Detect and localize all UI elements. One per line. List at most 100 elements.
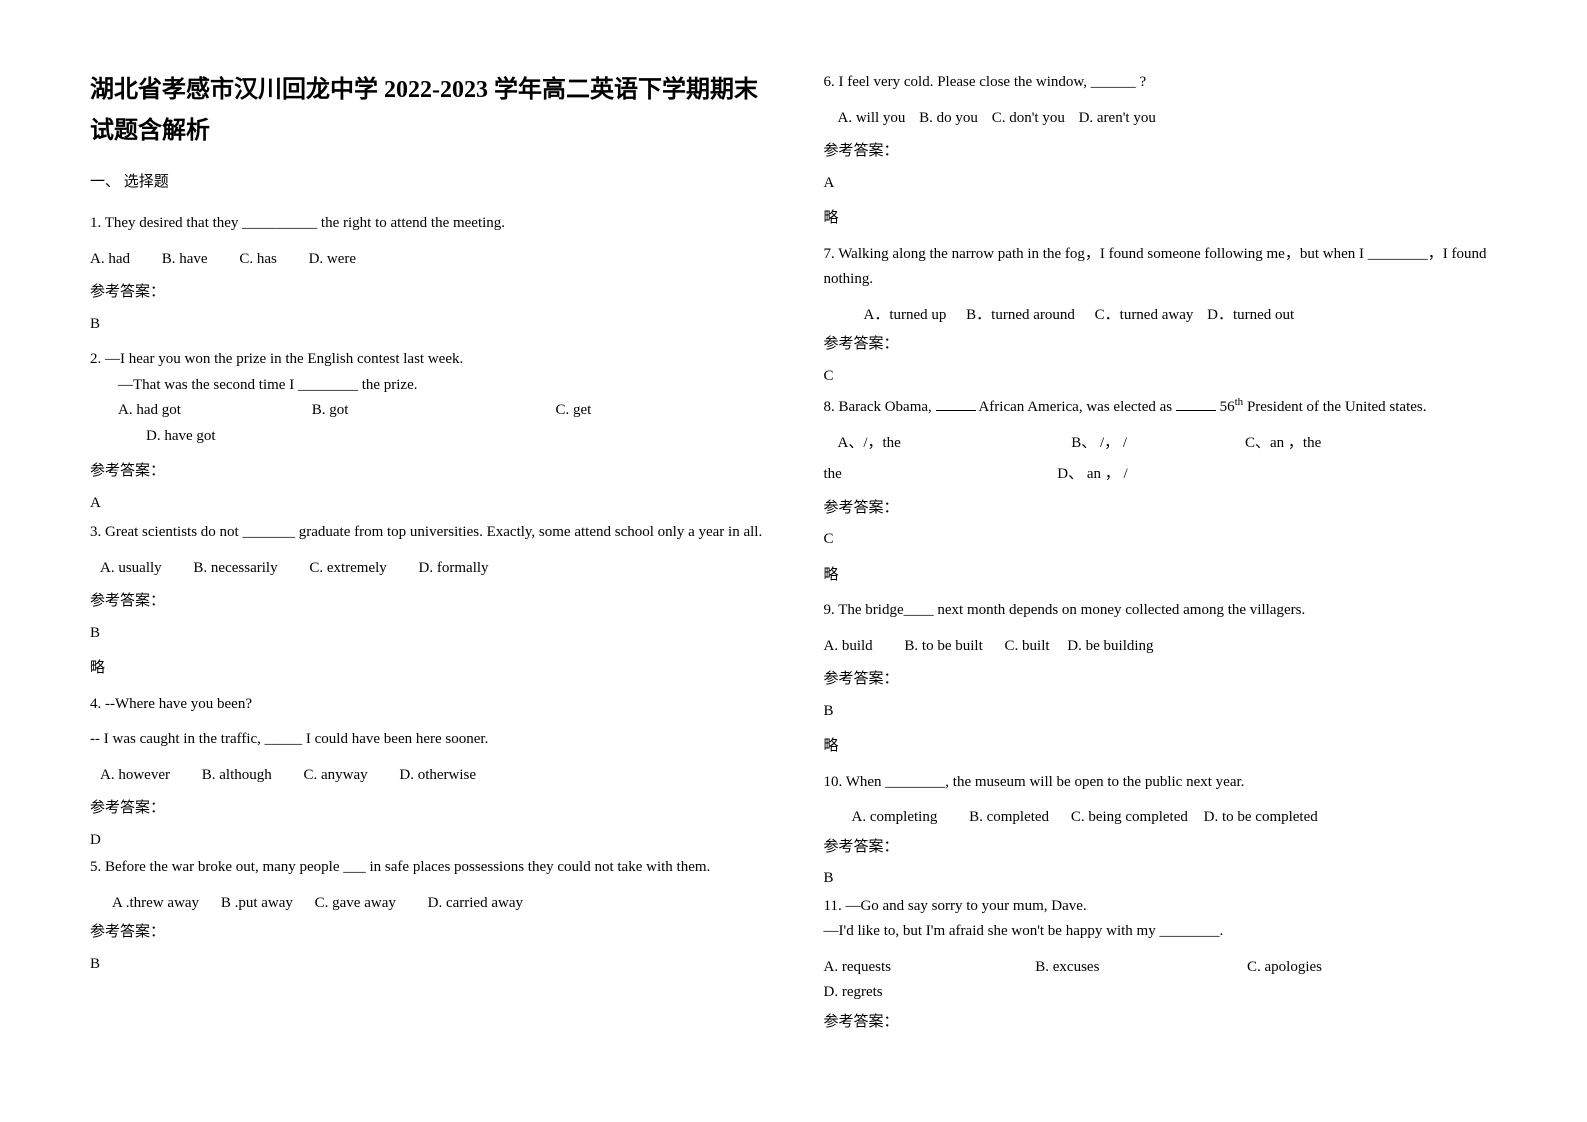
question-text: 8. Barack Obama, [824, 399, 936, 415]
option: B .put away [221, 891, 293, 917]
option: D. have got [90, 424, 764, 450]
option: C. anyway [303, 763, 367, 789]
option-tail: the [824, 462, 1054, 488]
option: C. gave away [315, 891, 396, 917]
option: A .threw away [112, 891, 199, 917]
option: D. otherwise [399, 763, 476, 789]
question-text: —That was the second time I ________ the… [90, 373, 764, 399]
answer: B [90, 952, 764, 978]
question-11: 11. —Go and say sorry to your mum, Dave.… [824, 894, 1498, 945]
question-11-options: A. requests B. excuses C. apologies D. r… [824, 955, 1498, 1006]
option: B. necessarily [193, 556, 277, 582]
question-8: 8. Barack Obama, African America, was el… [824, 393, 1498, 421]
option: C. extremely [309, 556, 386, 582]
question-1-options: A. had B. have C. has D. were [90, 247, 764, 273]
answer-label: 参考答案： [824, 332, 1498, 358]
option: A. had got [90, 398, 308, 424]
question-5: 5. Before the war broke out, many people… [90, 855, 764, 881]
answer-label: 参考答案： [824, 835, 1498, 861]
option: A. however [100, 763, 170, 789]
question-text: 5. Before the war broke out, many people… [90, 855, 764, 881]
option: C．turned away [1095, 303, 1194, 329]
document-title: 湖北省孝感市汉川回龙中学 2022-2023 学年高二英语下学期期末试题含解析 [90, 70, 764, 152]
question-10: 10. When ________, the museum will be op… [824, 770, 1498, 796]
question-text: 6. I feel very cold. Please close the wi… [824, 70, 1498, 96]
option: B. to be built [904, 634, 982, 660]
option: A. completing [852, 805, 938, 831]
note: 略 [90, 656, 764, 682]
superscript: th [1235, 396, 1244, 408]
option: C、an ，the [1245, 435, 1321, 451]
answer: A [90, 491, 764, 517]
question-8-options: A、/，the B、 /， / C、an ，the the D、 an ， / [824, 431, 1498, 488]
note: 略 [824, 734, 1498, 760]
option: A. build [824, 634, 873, 660]
option: B. do you [919, 106, 978, 132]
option: A. had [90, 247, 130, 273]
option: A．turned up [864, 303, 947, 329]
question-text: -- I was caught in the traffic, _____ I … [90, 727, 764, 753]
option: D. aren't you [1079, 106, 1156, 132]
question-text: 3. Great scientists do not _______ gradu… [90, 520, 764, 546]
question-9-options: A. build B. to be built C. built D. be b… [824, 634, 1498, 660]
answer: B [90, 312, 764, 338]
question-3: 3. Great scientists do not _______ gradu… [90, 520, 764, 546]
answer: C [824, 364, 1498, 390]
option: A、/，the [824, 431, 1068, 457]
option: D. carried away [428, 891, 523, 917]
option: B．turned around [966, 303, 1075, 329]
question-2-options: A. had got B. got C. get [90, 398, 764, 424]
question-text: 7. Walking along the narrow path in the … [824, 242, 1498, 293]
option: D. formally [419, 556, 489, 582]
question-text: 4. --Where have you been? [90, 692, 764, 718]
page: 湖北省孝感市汉川回龙中学 2022-2023 学年高二英语下学期期末试题含解析 … [0, 0, 1587, 1079]
question-text: 9. The bridge____ next month depends on … [824, 598, 1498, 624]
answer-label: 参考答案： [90, 280, 764, 306]
question-text: 10. When ________, the museum will be op… [824, 770, 1498, 796]
option: C. apologies [1247, 955, 1417, 981]
question-3-options: A. usually B. necessarily C. extremely D… [90, 556, 764, 582]
option: D. were [309, 247, 356, 273]
answer-label: 参考答案： [90, 589, 764, 615]
note: 略 [824, 563, 1498, 589]
option: A. usually [100, 556, 162, 582]
question-5-options: A .threw away B .put away C. gave away D… [90, 891, 764, 917]
question-text: 56 [1216, 399, 1235, 415]
question-6-options: A. will you B. do you C. don't you D. ar… [824, 106, 1498, 132]
option: B、 /， / [1071, 431, 1241, 457]
question-text: —I'd like to, but I'm afraid she won't b… [824, 919, 1498, 945]
right-column: 6. I feel very cold. Please close the wi… [824, 70, 1498, 1039]
option: C. being completed [1071, 805, 1188, 831]
left-column: 湖北省孝感市汉川回龙中学 2022-2023 学年高二英语下学期期末试题含解析 … [90, 70, 764, 1039]
question-text: President of the United states. [1243, 399, 1426, 415]
answer-label: 参考答案： [90, 459, 764, 485]
question-4-options: A. however B. although C. anyway D. othe… [90, 763, 764, 789]
option: C. built [1005, 634, 1050, 660]
option: D. be building [1067, 634, 1153, 660]
question-7-options: A．turned up B．turned around C．turned awa… [824, 303, 1498, 329]
answer-label: 参考答案： [824, 1010, 1498, 1036]
option: B. got [312, 398, 552, 424]
answer: B [824, 699, 1498, 725]
option: B. completed [969, 805, 1049, 831]
answer: B [90, 621, 764, 647]
question-7: 7. Walking along the narrow path in the … [824, 242, 1498, 293]
blank [1176, 410, 1216, 411]
option: B. excuses [1035, 955, 1215, 981]
question-10-options: A. completing B. completed C. being comp… [824, 805, 1498, 831]
answer-label: 参考答案： [90, 796, 764, 822]
answer-label: 参考答案： [90, 920, 764, 946]
question-4: 4. --Where have you been? [90, 692, 764, 718]
answer: B [824, 866, 1498, 892]
blank [936, 410, 976, 411]
answer: A [824, 171, 1498, 197]
option: C. get [556, 402, 592, 418]
question-text: African America, was elected as [976, 399, 1176, 415]
question-2: 2. —I hear you won the prize in the Engl… [90, 347, 764, 449]
question-text: 11. —Go and say sorry to your mum, Dave. [824, 894, 1498, 920]
section-header: 一、 选择题 [90, 170, 764, 196]
option: A. requests [824, 955, 1004, 981]
option: B. have [162, 247, 208, 273]
option: D、 an ， / [1057, 466, 1127, 482]
question-6: 6. I feel very cold. Please close the wi… [824, 70, 1498, 96]
